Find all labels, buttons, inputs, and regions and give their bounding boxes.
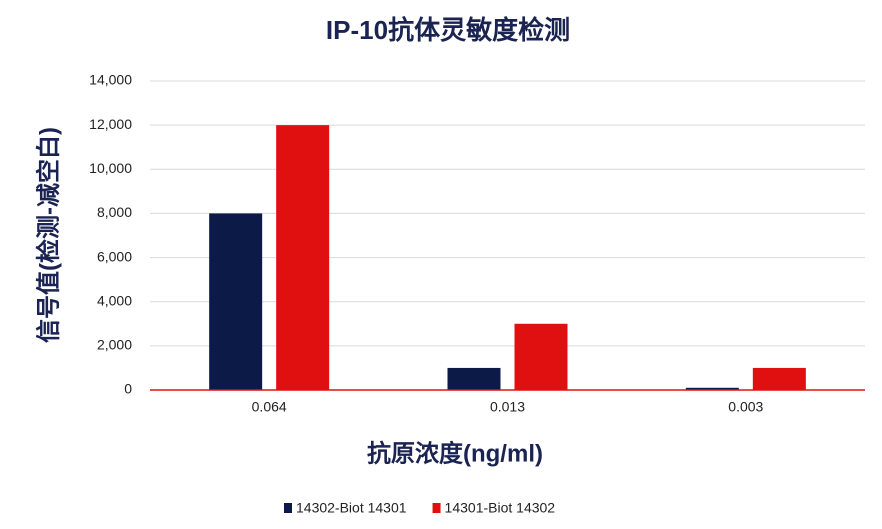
bar <box>752 367 806 390</box>
legend-label: 14301-Biot 14302 <box>445 500 556 516</box>
bar <box>447 367 501 390</box>
x-axis-title: 抗原浓度(ng/ml) <box>367 439 543 467</box>
y-tick-label: 12,000 <box>89 116 132 132</box>
y-tick-label: 4,000 <box>97 292 132 308</box>
y-tick-label: 6,000 <box>97 248 132 264</box>
bar <box>209 213 263 390</box>
legend-swatch <box>432 503 441 513</box>
legend-label: 14302-Biot 14301 <box>296 500 407 516</box>
x-tick-label: 0.003 <box>728 399 763 415</box>
bar <box>276 125 330 391</box>
bar <box>514 323 568 390</box>
chart-title: IP-10抗体灵敏度检测 <box>326 15 570 45</box>
y-axis-title: 信号值(检测-减空白) <box>34 127 62 343</box>
y-tick-label: 2,000 <box>97 337 132 353</box>
x-tick-label: 0.064 <box>252 399 287 415</box>
y-tick-label: 14,000 <box>89 72 132 88</box>
y-tick-label: 10,000 <box>89 160 132 176</box>
x-tick-label: 0.013 <box>490 399 525 415</box>
y-tick-label: 8,000 <box>97 204 132 220</box>
legend-swatch <box>284 503 292 513</box>
y-tick-label: 0 <box>124 381 132 397</box>
bar <box>685 387 739 390</box>
